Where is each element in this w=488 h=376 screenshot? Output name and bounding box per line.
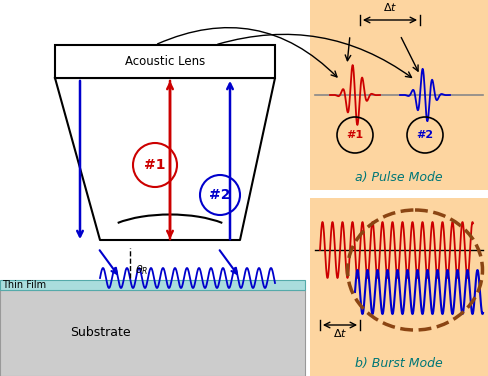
Text: $\Delta t$: $\Delta t$ (383, 1, 397, 13)
Text: Thin Film: Thin Film (2, 280, 46, 290)
Text: Substrate: Substrate (70, 326, 130, 340)
Bar (55, 45, 275, 78)
Bar (0, 290, 305, 376)
Text: #1: #1 (144, 158, 166, 172)
Text: #1: #1 (346, 130, 364, 140)
Text: #2: #2 (209, 188, 231, 202)
Bar (310, 0, 488, 190)
Bar (310, 198, 488, 376)
Text: Acoustic Lens: Acoustic Lens (125, 55, 205, 68)
Bar (0, 280, 305, 290)
Text: #2: #2 (416, 130, 433, 140)
Text: a) Pulse Mode: a) Pulse Mode (355, 171, 443, 185)
Text: $\theta_R$: $\theta_R$ (135, 263, 148, 277)
Text: b) Burst Mode: b) Burst Mode (355, 358, 443, 370)
Text: $\Delta t$: $\Delta t$ (333, 327, 347, 339)
